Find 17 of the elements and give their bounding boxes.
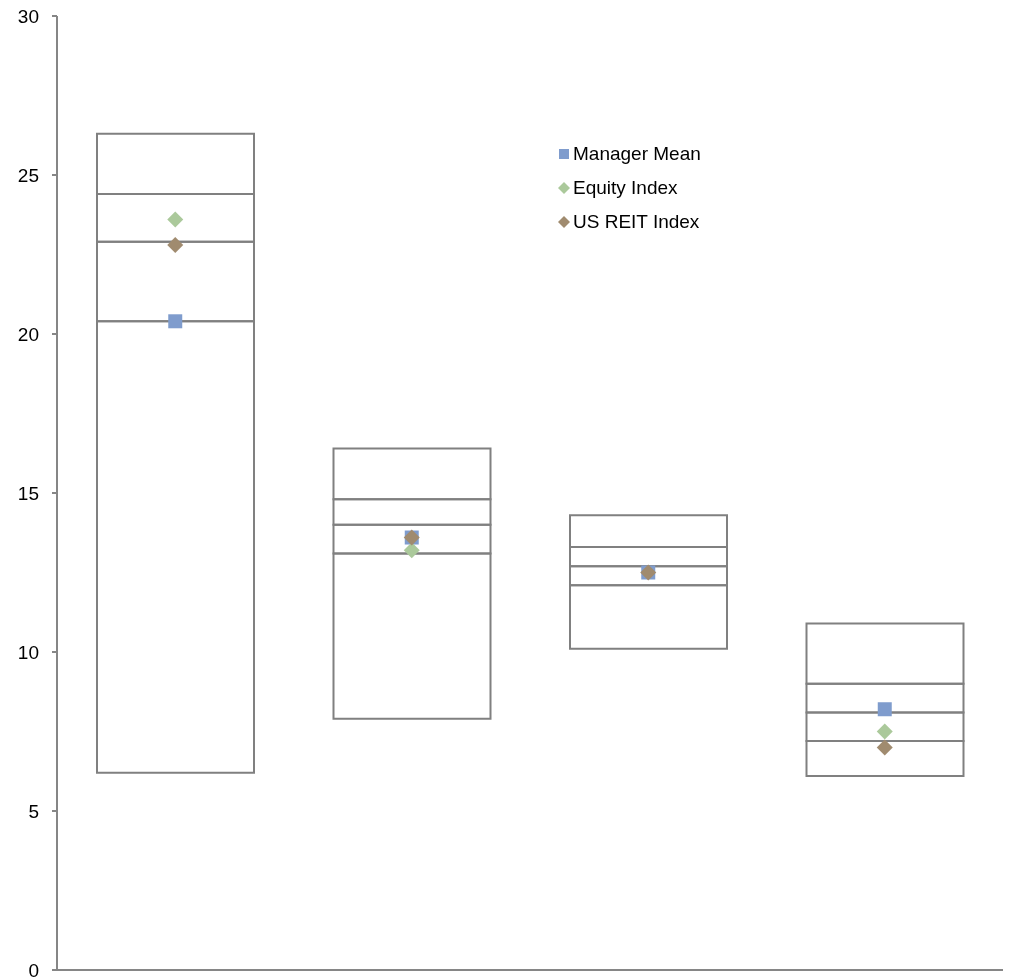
legend-label: Manager Mean [573,143,701,165]
point [876,739,893,756]
y-tick-label: 25 [17,164,39,186]
legend-label: Equity Index [573,177,678,199]
point [876,723,893,740]
y-tick-label: 15 [17,482,39,504]
y-tick-label: 0 [28,959,39,978]
point [403,542,420,559]
point [167,236,184,253]
y-tick-label: 30 [17,5,39,27]
legend-label: US REIT Index [573,211,700,233]
point [877,702,892,717]
y-tick-label: 5 [28,800,39,822]
y-tick-label: 10 [17,641,39,663]
point [167,211,184,228]
y-tick-label: 20 [17,323,39,345]
point [168,314,183,329]
